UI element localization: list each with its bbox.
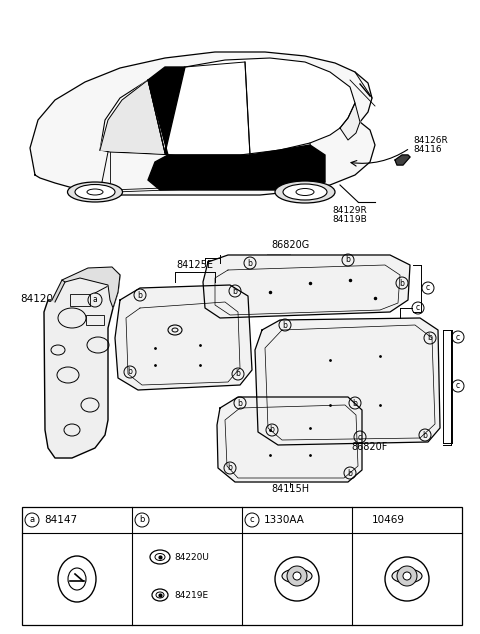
Ellipse shape — [392, 569, 422, 583]
Text: c: c — [250, 515, 254, 524]
Polygon shape — [148, 67, 185, 155]
Text: b: b — [348, 469, 352, 477]
Text: c: c — [358, 432, 362, 441]
Polygon shape — [100, 58, 355, 155]
Polygon shape — [62, 267, 120, 308]
Text: a: a — [29, 515, 35, 524]
Text: b: b — [139, 515, 144, 524]
Text: 84126R: 84126R — [413, 136, 448, 145]
Text: b: b — [422, 430, 427, 439]
Polygon shape — [100, 80, 165, 153]
Ellipse shape — [282, 569, 312, 583]
Text: 84129R: 84129R — [333, 206, 367, 215]
Ellipse shape — [275, 181, 335, 203]
Text: 10469: 10469 — [372, 515, 405, 525]
Text: 84120: 84120 — [20, 294, 53, 304]
Text: b: b — [238, 399, 242, 408]
Text: c: c — [426, 283, 430, 292]
Circle shape — [293, 572, 301, 580]
Text: 84220U: 84220U — [174, 552, 209, 562]
Ellipse shape — [75, 184, 115, 200]
Text: 84147: 84147 — [44, 515, 77, 525]
Text: 86820F: 86820F — [352, 442, 388, 452]
Text: b: b — [270, 425, 275, 434]
Text: c: c — [456, 332, 460, 342]
Text: 84219E: 84219E — [174, 590, 208, 600]
Circle shape — [397, 566, 417, 586]
Polygon shape — [395, 155, 410, 165]
Polygon shape — [255, 318, 440, 445]
Text: a: a — [93, 295, 97, 304]
Polygon shape — [30, 52, 375, 195]
Text: c: c — [416, 304, 420, 313]
Polygon shape — [203, 255, 410, 318]
Text: b: b — [283, 321, 288, 330]
Text: b: b — [248, 259, 252, 268]
Ellipse shape — [68, 182, 122, 202]
Circle shape — [403, 572, 411, 580]
Polygon shape — [115, 285, 252, 390]
Text: b: b — [236, 370, 240, 378]
Bar — [22, 507, 462, 625]
Text: b: b — [128, 368, 132, 377]
Text: 84119B: 84119B — [333, 215, 367, 224]
Circle shape — [287, 566, 307, 586]
Text: b: b — [428, 333, 432, 342]
Text: 1330AA: 1330AA — [264, 515, 305, 525]
Text: b: b — [399, 278, 405, 287]
Text: b: b — [346, 256, 350, 264]
Text: b: b — [228, 463, 232, 472]
Polygon shape — [44, 268, 120, 458]
Text: c: c — [456, 382, 460, 391]
Polygon shape — [148, 145, 325, 190]
Text: 84116: 84116 — [413, 145, 442, 154]
Polygon shape — [52, 280, 65, 302]
Text: b: b — [138, 290, 143, 299]
Text: 84115H: 84115H — [271, 484, 309, 494]
Text: 84125E: 84125E — [177, 260, 214, 270]
Text: b: b — [353, 399, 358, 408]
Text: 86820G: 86820G — [271, 240, 309, 250]
Polygon shape — [340, 103, 360, 140]
Text: b: b — [233, 287, 238, 295]
Polygon shape — [217, 397, 362, 482]
Bar — [70, 294, 90, 306]
Ellipse shape — [283, 184, 327, 200]
Bar — [86, 315, 104, 325]
